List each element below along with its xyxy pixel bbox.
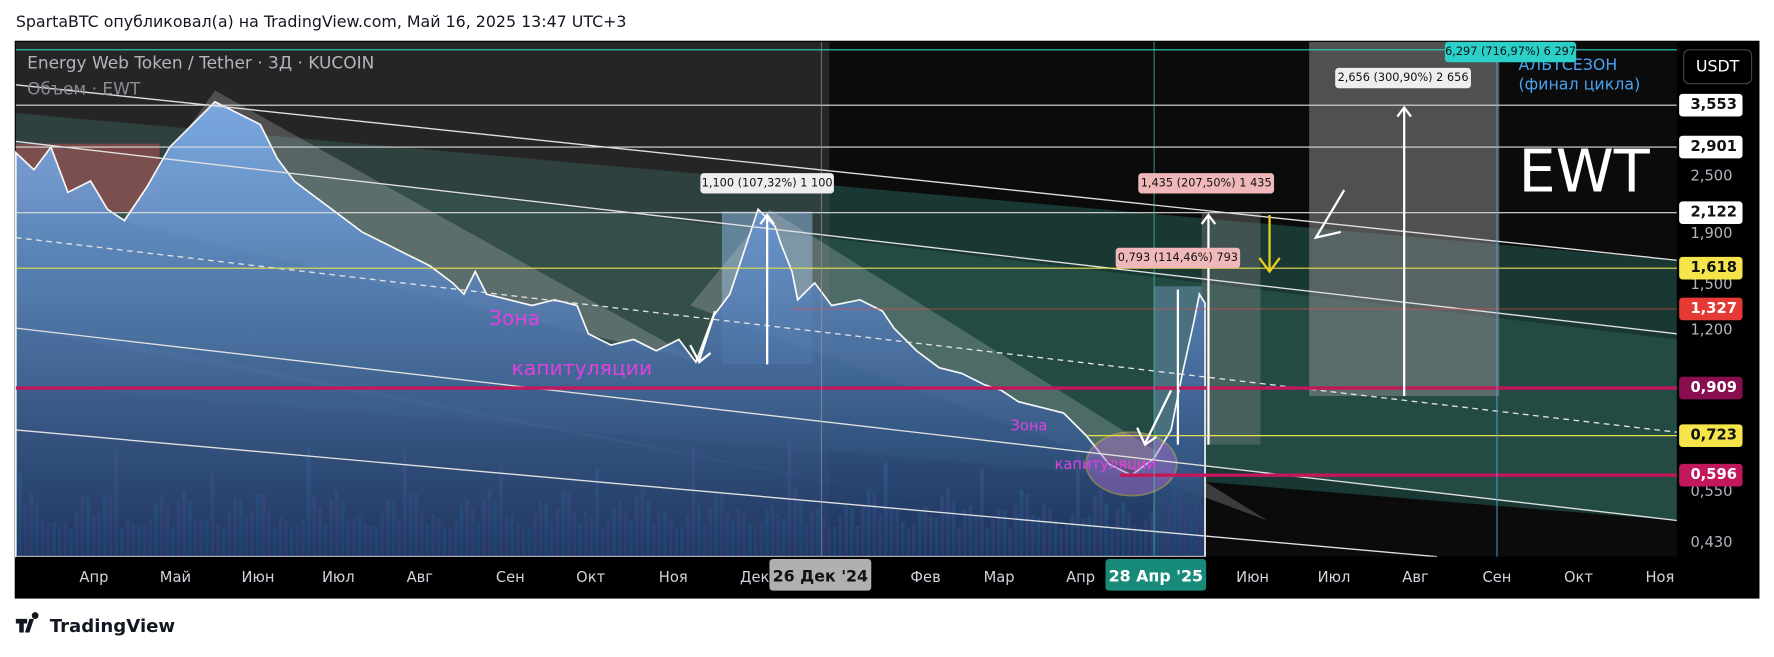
measure-label: 1,100 (107,32%) 1 100 (702, 176, 833, 189)
time-label: Июл (1318, 569, 1351, 586)
time-label: Авг (407, 569, 433, 586)
price-area (14, 100, 1206, 558)
measure-label: 6,297 (716,97%) 6 297 (1445, 45, 1576, 58)
wedge (690, 209, 1268, 521)
label-box (1444, 41, 1577, 63)
price-badge-label: 2,901 (1690, 138, 1736, 155)
price-badge (1679, 376, 1743, 400)
price-badge (1679, 256, 1743, 280)
time-label: Сен (496, 569, 525, 586)
annotation: капитуляции (1055, 456, 1157, 473)
price-badge-label: 2,122 (1690, 204, 1736, 221)
plot-area: 1,100 (107,32%) 1 100 1,435 (207,50%) 1 … (14, 41, 1677, 558)
measure-label: 1,435 (207,50%) 1 435 (1141, 176, 1272, 189)
arrow (1258, 214, 1281, 274)
price-badge-label: 3,553 (1690, 96, 1736, 113)
price-label: 1,900 (1690, 225, 1732, 242)
time-label: Ноя (659, 569, 688, 586)
price-label: 0,430 (1690, 534, 1732, 551)
levels (15, 41, 1677, 557)
price-badge-label: 0,596 (1690, 466, 1736, 483)
trend-lines (15, 84, 1677, 558)
time-badge-label: 26 Дек '24 (773, 567, 869, 586)
time-label: Апр (79, 569, 108, 586)
time-label: Апр (1066, 569, 1095, 586)
price-label: 1,500 (1690, 276, 1732, 293)
price-label: 2,500 (1690, 168, 1732, 185)
price-label: 1,200 (1690, 321, 1732, 338)
time-label: Авг (1402, 569, 1428, 586)
time-label: Июл (322, 569, 355, 586)
time-badge-label: 28 Апр '25 (1109, 567, 1203, 586)
time-label: Окт (1564, 569, 1593, 586)
projection-box (1201, 212, 1261, 445)
measure-label: 2,656 (300,90%) 2 656 (1338, 71, 1469, 84)
ticker-text: EWT (1518, 136, 1650, 205)
time-label: Окт (576, 569, 605, 586)
price-badge-label: 0,723 (1690, 427, 1736, 444)
header: SpartaBTC опубликовал(а) на TradingView.… (16, 12, 627, 31)
currency[interactable]: USDT (1696, 56, 1740, 75)
price-badge (1679, 463, 1743, 487)
time-label: Май (160, 569, 191, 586)
price-badge (1679, 297, 1743, 321)
price-badge (1679, 93, 1743, 117)
price-badge (1679, 135, 1743, 159)
footer: TradingView (50, 616, 176, 637)
time-badge (1105, 558, 1207, 591)
legend-volume: Объем · EWT (27, 79, 141, 99)
legend-symbol: Energy Web Token / Tether · 3Д · KUCOIN (27, 53, 374, 73)
time-label: Июн (241, 569, 274, 586)
time-axis (15, 556, 1759, 598)
time-label: Фев (910, 569, 940, 586)
time-label: Июн (1236, 569, 1269, 586)
annotation: (финал цикла) (1518, 74, 1640, 93)
label-box (1115, 247, 1241, 269)
label-box (1138, 173, 1275, 194)
price-badge (1679, 201, 1743, 225)
time-label: Ноя (1645, 569, 1674, 586)
price-badge (1679, 424, 1743, 447)
time-badge (769, 558, 872, 591)
price-label: 0,550 (1690, 483, 1732, 500)
measure-label: 0,793 (114,46%) 793 (1118, 251, 1238, 264)
price-badge-label: 1,327 (1690, 300, 1736, 317)
annotation: Зона (489, 306, 540, 330)
label-box (700, 173, 834, 194)
annotation: капитуляции (511, 356, 652, 380)
label-box (1335, 67, 1471, 89)
time-label: Сен (1483, 569, 1512, 586)
logo (15, 612, 39, 633)
time-label: Мар (984, 569, 1015, 586)
price-badge-label: 0,909 (1690, 379, 1736, 396)
annotation: Зона (1010, 418, 1047, 435)
arrows (689, 105, 1412, 447)
price-badge-label: 1,618 (1690, 259, 1736, 276)
time-label: Дек (740, 569, 770, 586)
currency-button[interactable] (1683, 49, 1753, 85)
